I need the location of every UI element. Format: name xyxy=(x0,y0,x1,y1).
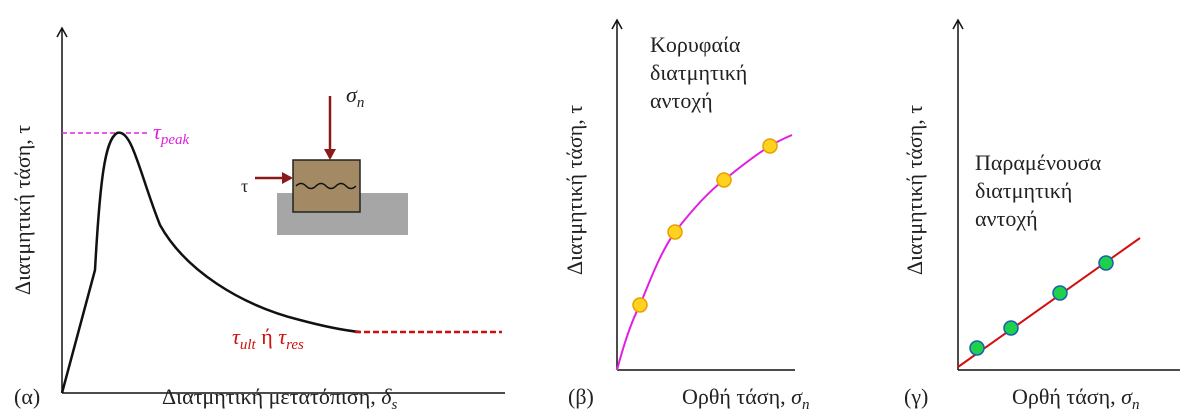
y-axis-label: Διατμητική τάση, τ xyxy=(562,105,587,275)
annotation: διατμητική xyxy=(650,60,747,85)
peak-label: τpeak xyxy=(153,119,190,148)
panel-label: (γ) xyxy=(904,384,928,409)
x-axis-label: Ορθή τάση, σn xyxy=(1012,384,1140,413)
test-point xyxy=(668,225,682,239)
panel-c: Παραμένουσα διατμητική αντοχή Διατμητική… xyxy=(902,20,1180,413)
test-point xyxy=(1053,286,1067,300)
annotation: αντοχή xyxy=(650,88,713,113)
annotation: διατμητική xyxy=(975,178,1072,203)
test-point xyxy=(1004,321,1018,335)
panel-label: (α) xyxy=(14,384,40,409)
normal-label: σn xyxy=(346,82,364,111)
residual-envelope xyxy=(958,238,1140,367)
figure: τpeak τult ή τres σn τ Διατμητική τάση, … xyxy=(0,0,1193,415)
x-axis-label: Διατμητική μετατόπιση, δs xyxy=(162,384,397,413)
y-axis-label: Διατμητική τάση, τ xyxy=(902,105,927,275)
test-point xyxy=(633,298,647,312)
test-point xyxy=(1099,256,1113,270)
y-axis-label: Διατμητική τάση, τ xyxy=(10,125,35,295)
test-point xyxy=(763,139,777,153)
annotation: Παραμένουσα xyxy=(975,150,1102,175)
shear-label: τ xyxy=(241,176,248,196)
panel-label: (β) xyxy=(568,384,594,409)
panel-b: Κορυφαία διατμητική αντοχή Διατμητική τά… xyxy=(562,20,810,413)
annotation: Κορυφαία xyxy=(650,32,741,57)
residual-label: τult ή τres xyxy=(232,324,304,353)
test-point xyxy=(717,173,731,187)
peak-envelope xyxy=(617,135,792,370)
x-axis-label: Ορθή τάση, σn xyxy=(682,384,810,413)
annotation: αντοχή xyxy=(975,206,1038,231)
panel-a: τpeak τult ή τres σn τ Διατμητική τάση, … xyxy=(10,28,505,413)
test-point xyxy=(970,341,984,355)
